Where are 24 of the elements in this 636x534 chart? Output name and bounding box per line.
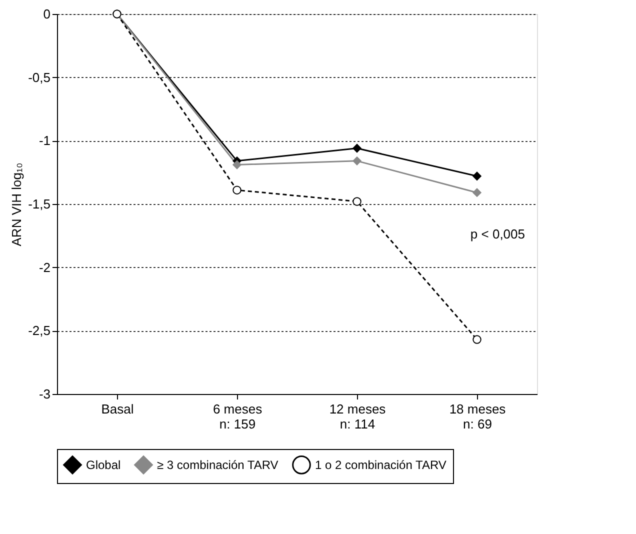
y-tick-label: -1: [38, 133, 50, 148]
point: [352, 156, 362, 166]
point: [232, 186, 242, 194]
y-tick-label: -3: [38, 386, 50, 402]
legend-label: ≥ 3 combinación TARV: [157, 458, 278, 472]
x-tick-label: Basal: [101, 402, 134, 416]
point: [472, 172, 482, 181]
point: [232, 160, 242, 170]
x-tick-label: 18 meses n: 69: [449, 402, 506, 432]
point: [352, 144, 362, 153]
x-tick-label: 12 meses n: 114: [329, 402, 386, 432]
annotation: p < 0,005: [470, 226, 525, 242]
legend-label: Global: [86, 458, 121, 472]
y-tick-label: 0: [43, 6, 50, 22]
y-tick-label: -0,5: [28, 70, 50, 85]
y-tick-label: -2,5: [28, 323, 50, 338]
point: [472, 335, 482, 344]
legend-label: 1 o 2 combinación TARV: [315, 458, 446, 472]
point: [472, 188, 482, 197]
y-axis-title: ARN VIH log₁₀: [9, 162, 24, 246]
y-tick-label: -2: [38, 260, 50, 275]
y-tick-label: -1,5: [28, 196, 50, 212]
x-tick-label: 6 meses n: 159: [212, 402, 263, 432]
point: [352, 197, 362, 206]
